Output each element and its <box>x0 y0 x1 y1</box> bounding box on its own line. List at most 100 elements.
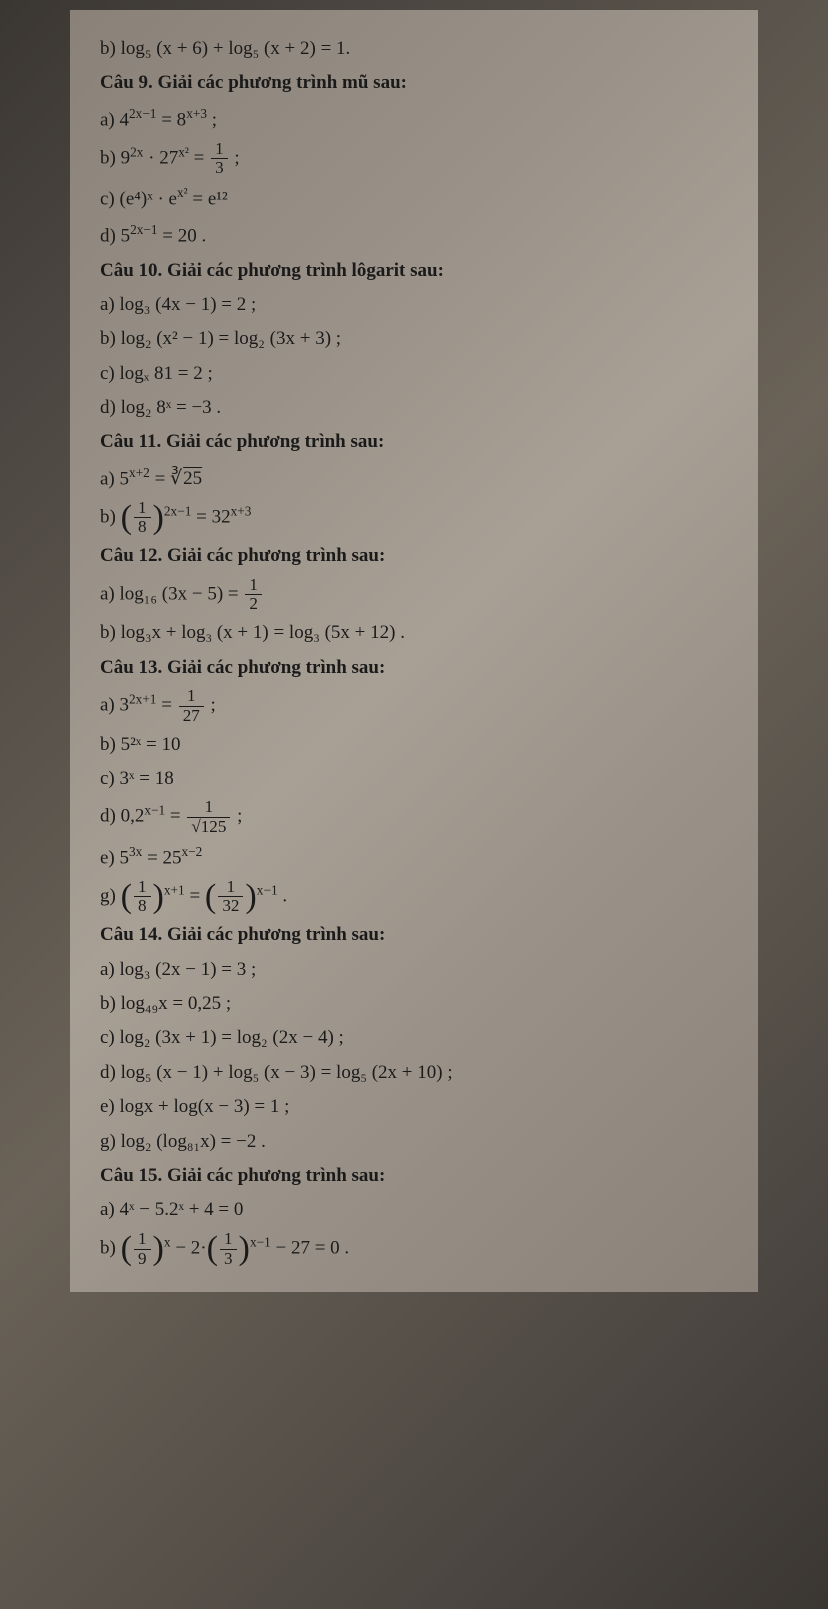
lparen-icon: ( <box>207 1235 218 1262</box>
q11a-pre: a) 5 <box>100 468 129 489</box>
q9a-exp2: x+3 <box>186 106 207 121</box>
cube-root-icon <box>170 468 182 489</box>
q13a: a) 32x+1 = 127 ; <box>100 687 728 726</box>
q11a-mid: = <box>150 468 170 489</box>
q13g-eq: = <box>185 885 205 906</box>
q10c: c) logₓ 81 = 2 ; <box>100 359 728 389</box>
q13d-n: 1 <box>187 798 230 818</box>
q11a-e: x+2 <box>129 465 150 480</box>
q10b: b) log₂ (x² − 1) = log₂ (3x + 3) ; <box>100 324 728 354</box>
q13g-f1: 18 <box>134 878 151 917</box>
q15b-f2: 13 <box>220 1230 237 1269</box>
q13g-p1: (18) <box>121 878 164 917</box>
lparen-icon: ( <box>205 883 216 910</box>
lparen-icon: ( <box>121 1235 132 1262</box>
q9a: a) 42x−1 = 8x+3 ; <box>100 103 728 136</box>
q11-title: Câu 11. Giải các phương trình sau: <box>100 427 728 457</box>
q9b-mid: · 27 <box>143 147 178 168</box>
q13a-mid: = <box>156 695 176 716</box>
q11a: a) 5x+2 = 25 <box>100 462 728 495</box>
q12a-n: 1 <box>245 576 262 596</box>
q15a: a) 4ˣ − 5.2ˣ + 4 = 0 <box>100 1195 728 1225</box>
q14g: g) log₂ (log₈₁x) = −2 . <box>100 1127 728 1157</box>
q13d-frac: 1√125 <box>187 798 230 837</box>
q13a-e: 2x+1 <box>129 691 156 706</box>
q9d-e: 2x−1 <box>130 222 157 237</box>
q13d-pre: d) 0,2 <box>100 806 144 827</box>
q15b-e1: x <box>164 1234 171 1249</box>
q10d: d) log₂ 8ˣ = −3 . <box>100 393 728 423</box>
q13d-d: √125 <box>187 818 230 837</box>
q9b-n: 1 <box>211 140 228 160</box>
q9b-frac: 13 <box>211 140 228 179</box>
q9b-pre: b) 9 <box>100 147 130 168</box>
q15b-p2: (13) <box>207 1230 250 1269</box>
q9b-eq: = <box>189 147 209 168</box>
rparen-icon: ) <box>153 883 164 910</box>
q12-label: Câu 12. Giải các phương trình sau: <box>100 545 385 566</box>
q9c: c) (e⁴)ˣ · ex² = e¹² <box>100 182 728 215</box>
q13e-mid: = 25 <box>142 847 181 868</box>
q15b-d1: 9 <box>134 1250 151 1269</box>
q14b: b) log₄₉x = 0,25 ; <box>100 989 728 1019</box>
q9b-e2: x² <box>178 144 189 159</box>
q9d-end: = 20 . <box>158 225 207 246</box>
q13g-end: . <box>278 885 288 906</box>
q13d-end: ; <box>232 806 242 827</box>
q9b-end: ; <box>230 147 240 168</box>
q11b-e: 2x−1 <box>164 503 191 518</box>
q13a-d: 27 <box>179 707 204 726</box>
q13g-n1: 1 <box>134 878 151 898</box>
q15b-n1: 1 <box>134 1230 151 1250</box>
lparen-icon: ( <box>121 883 132 910</box>
q15b-n2: 1 <box>220 1230 237 1250</box>
q15b-end: − 27 = 0 . <box>271 1237 349 1258</box>
q13g-d1: 8 <box>134 897 151 916</box>
q11b-paren: (18) <box>121 499 164 538</box>
q11b: b) (18)2x−1 = 32x+3 <box>100 499 728 538</box>
q13d-mid: = <box>165 806 185 827</box>
q10a: a) log₃ (4x − 1) = 2 ; <box>100 290 728 320</box>
q11b-frac: 18 <box>134 499 151 538</box>
q11b-pre: b) <box>100 506 121 527</box>
q13g-d2: 32 <box>218 897 243 916</box>
q14a: a) log₃ (2x − 1) = 3 ; <box>100 955 728 985</box>
q13c: c) 3ˣ = 18 <box>100 764 728 794</box>
q9a-exp1: 2x−1 <box>129 106 156 121</box>
q11b-n: 1 <box>134 499 151 519</box>
q13e-e: 3x <box>129 844 142 859</box>
q12-title: Câu 12. Giải các phương trình sau: <box>100 541 728 571</box>
q13a-end: ; <box>206 695 216 716</box>
q13g: g) (18)x+1 = (132)x−1 . <box>100 878 728 917</box>
q13d: d) 0,2x−1 = 1√125 ; <box>100 798 728 837</box>
q10-title: Câu 10. Giải các phương trình lôgarit sa… <box>100 256 728 286</box>
q13g-f2: 132 <box>218 878 243 917</box>
q12a: a) log₁₆ (3x − 5) = 12 <box>100 576 728 615</box>
document-page: b) log₅ (x + 6) + log₅ (x + 2) = 1. Câu … <box>70 10 758 1292</box>
q12a-pre: a) log₁₆ (3x − 5) = <box>100 583 243 604</box>
q9d-pre: d) 5 <box>100 225 130 246</box>
q13b: b) 5²ˣ = 10 <box>100 730 728 760</box>
q9d: d) 52x−1 = 20 . <box>100 219 728 252</box>
q14e: e) logx + log(x − 3) = 1 ; <box>100 1092 728 1122</box>
q9a-lhs: a) 4 <box>100 109 129 130</box>
q13-label: Câu 13. Giải các phương trình sau: <box>100 657 385 678</box>
q11a-root: 25 <box>182 468 202 489</box>
q14-title: Câu 14. Giải các phương trình sau: <box>100 920 728 950</box>
q14-label: Câu 14. Giải các phương trình sau: <box>100 924 385 945</box>
q9c-pre: c) (e⁴)ˣ · e <box>100 188 177 209</box>
q9-title: Câu 9. Giải các phương trình mũ sau: <box>100 68 728 98</box>
q13e: e) 53x = 25x−2 <box>100 841 728 874</box>
rparen-icon: ) <box>153 1235 164 1262</box>
q9a-mid: = 8 <box>156 109 186 130</box>
lparen-icon: ( <box>121 504 132 531</box>
q9-label: Câu 9. Giải các phương trình mũ sau: <box>100 72 407 93</box>
q11b-e2: x+3 <box>231 503 252 518</box>
rparen-icon: ) <box>153 504 164 531</box>
q11b-mid: = 32 <box>191 506 230 527</box>
q12b: b) log₃x + log₃ (x + 1) = log₃ (5x + 12)… <box>100 618 728 648</box>
q9b: b) 92x · 27x² = 13 ; <box>100 140 728 179</box>
item-b-top: b) log₅ (x + 6) + log₅ (x + 2) = 1. <box>100 34 728 64</box>
q12a-frac: 12 <box>245 576 262 615</box>
q15b-e2: x−1 <box>250 1234 271 1249</box>
